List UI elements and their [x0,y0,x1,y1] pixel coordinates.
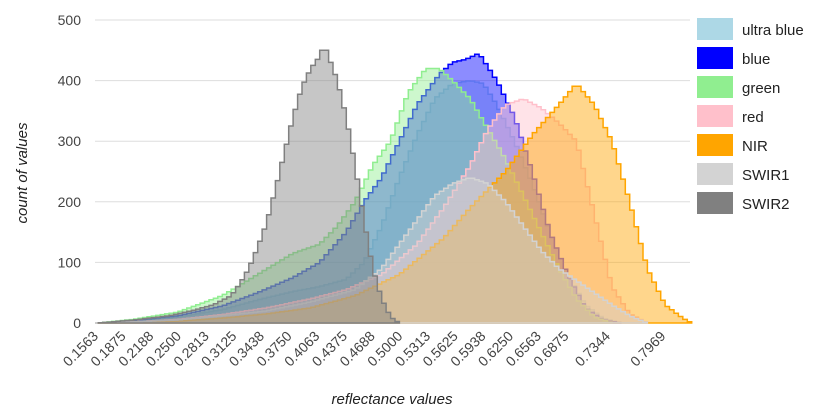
legend-label: red [742,109,764,126]
series-green-area [97,67,613,324]
legend-swatch [697,134,733,156]
legend-swatch [697,76,733,98]
series-nir-area [97,85,693,324]
legend-label: green [742,80,780,97]
x-axis-title: reflectance values [332,391,453,407]
x-tick-label: 0.7969 [627,328,669,370]
legend-swatch [697,105,733,127]
legend-swatch [697,47,733,69]
y-axis-title: count of values [14,122,31,223]
legend-label: SWIR2 [742,196,790,213]
legend-label: NIR [742,138,768,155]
y-tick-label: 0 [73,315,81,331]
legend-swatch [697,163,733,185]
y-tick-label: 400 [58,73,82,89]
series-swir2-area [97,49,401,324]
y-tick-label: 500 [58,12,82,28]
legend-label: ultra blue [742,22,804,39]
series-layer [97,49,693,324]
legend-label: blue [742,51,770,68]
legend-swatch [697,192,733,214]
legend-label: SWIR1 [742,167,790,184]
x-tick-label: 0.7344 [572,328,614,370]
y-tick-label: 100 [58,254,82,270]
legend-swatch [697,18,733,40]
legend: ultra blue blue green red NIR SWIR1 SWIR2 [697,18,804,214]
y-tick-label: 200 [58,194,82,210]
y-tick-label: 300 [58,133,82,149]
